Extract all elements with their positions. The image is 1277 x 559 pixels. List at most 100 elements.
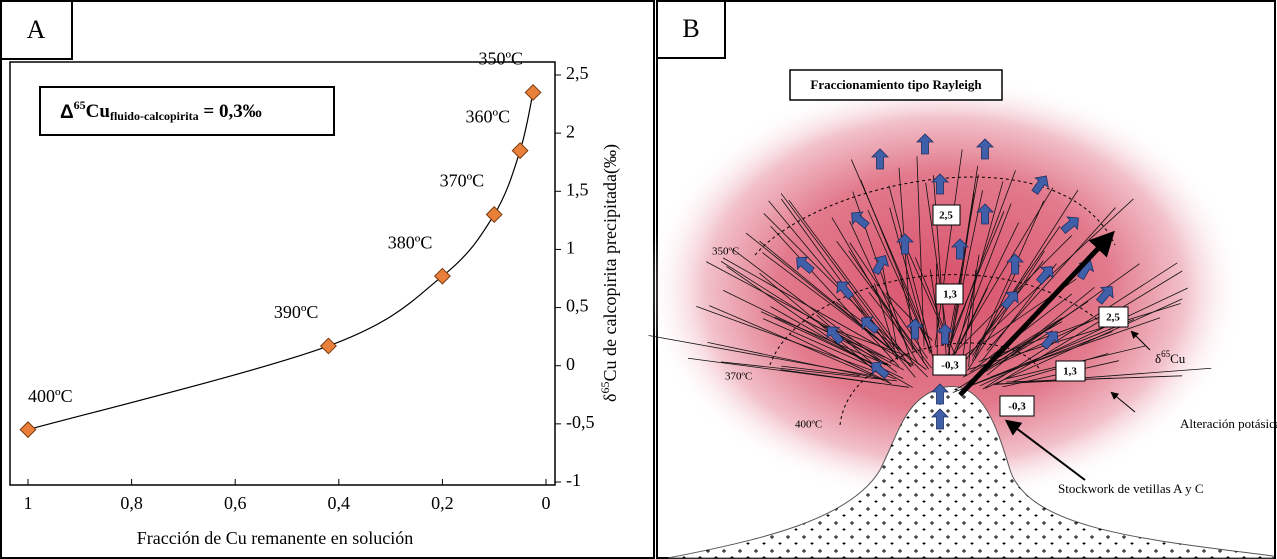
veinlet bbox=[1001, 263, 1140, 363]
flow-arrow bbox=[976, 203, 994, 225]
veinlet bbox=[648, 335, 872, 376]
point bbox=[511, 142, 529, 160]
veinlet bbox=[868, 292, 918, 354]
flow-arrow bbox=[976, 138, 994, 160]
veinlet bbox=[770, 225, 900, 367]
pointer bbox=[1110, 391, 1136, 413]
x-tick-label: 0,4 bbox=[328, 493, 351, 513]
pointer bbox=[1004, 419, 1086, 481]
point-label: 350ºC bbox=[478, 49, 523, 69]
veinlet bbox=[707, 341, 885, 381]
annotation-box bbox=[39, 86, 335, 136]
veinlet bbox=[954, 222, 1019, 355]
flow-arrow bbox=[1000, 291, 1019, 310]
veinlet bbox=[986, 286, 1095, 376]
veinlet bbox=[971, 200, 1045, 362]
point-label: 400ºC bbox=[28, 386, 73, 406]
fractionation-arrow bbox=[958, 230, 1115, 397]
veinlet bbox=[881, 261, 897, 346]
pointer bbox=[1130, 330, 1151, 351]
veinlet bbox=[936, 263, 938, 355]
flow-arrow bbox=[836, 281, 855, 300]
veinlets bbox=[648, 149, 1212, 393]
isotherm-label: 350ºC bbox=[712, 246, 739, 258]
flow-arrow bbox=[931, 408, 949, 430]
point bbox=[485, 206, 503, 224]
veinlet bbox=[888, 185, 933, 353]
veinlet bbox=[982, 262, 1178, 390]
flow-arrow bbox=[871, 254, 890, 276]
veinlet bbox=[781, 365, 860, 376]
x-tick-label: 0,2 bbox=[431, 493, 454, 513]
isotherm-370 bbox=[769, 274, 1111, 366]
stockwork-label: Stockwork de vetillas A y C bbox=[1058, 481, 1204, 496]
y-tick-label: 0 bbox=[566, 354, 575, 374]
veinlet bbox=[885, 292, 933, 341]
veinlet bbox=[799, 317, 892, 367]
veinlet bbox=[867, 209, 937, 363]
veinlet bbox=[948, 170, 1016, 351]
point bbox=[19, 421, 37, 439]
veinlet bbox=[760, 311, 888, 372]
veinlet bbox=[955, 181, 1004, 354]
plot-frame bbox=[9, 61, 556, 486]
point bbox=[524, 83, 542, 101]
value-label: -0,3 bbox=[1008, 401, 1026, 413]
x-tick-label: 0 bbox=[542, 493, 551, 513]
isotherm-400 bbox=[839, 342, 1041, 426]
veinlet bbox=[705, 261, 894, 363]
panel-a-frame bbox=[0, 0, 655, 559]
veinlet bbox=[722, 257, 914, 366]
y-tick-label: 1 bbox=[566, 238, 575, 258]
veinlet bbox=[984, 298, 1183, 389]
veinlet bbox=[848, 250, 929, 370]
curve bbox=[27, 92, 534, 431]
veinlet bbox=[970, 225, 1061, 355]
veinlet bbox=[762, 318, 893, 377]
point bbox=[319, 337, 337, 355]
veinlet bbox=[978, 198, 1134, 343]
veinlet bbox=[972, 189, 1079, 357]
y-tick-label: -0,5 bbox=[566, 412, 595, 432]
point-label: 380ºC bbox=[388, 232, 433, 252]
flow-arrow bbox=[931, 173, 949, 195]
veinlet bbox=[960, 287, 988, 344]
point bbox=[433, 267, 451, 285]
flow-arrow bbox=[1031, 175, 1049, 195]
veinlet bbox=[945, 190, 984, 366]
value-label: 1,3 bbox=[1063, 366, 1077, 378]
flow-arrow bbox=[1060, 216, 1079, 235]
title-box bbox=[789, 69, 1003, 101]
diagram-title: Fraccionamiento tipo Rayleigh bbox=[810, 77, 982, 92]
veinlet bbox=[994, 270, 1183, 386]
isotherm-label: 370ºC bbox=[725, 371, 752, 383]
point-label: 390ºC bbox=[274, 302, 319, 322]
value-label: 1,3 bbox=[943, 289, 957, 301]
panel-label: A bbox=[27, 15, 46, 44]
veinlet bbox=[934, 149, 963, 346]
veinlet bbox=[696, 305, 896, 380]
value-boxes: 2,5 1,3 -0,3 2,5 1,3 -0,3 bbox=[932, 204, 1129, 417]
value-label: 2,5 bbox=[1106, 312, 1120, 324]
veinlet bbox=[849, 220, 908, 346]
veinlet bbox=[979, 287, 1189, 387]
y-tick-label: 2 bbox=[566, 121, 575, 141]
annotation: Δ65Cufluido-calcopirita = 0,3‰ bbox=[60, 98, 262, 123]
veinlet bbox=[788, 199, 905, 354]
flow-arrow bbox=[906, 318, 924, 340]
veinlet bbox=[721, 361, 898, 382]
y-tick-label: 0,5 bbox=[566, 296, 589, 316]
point-label: 360ºC bbox=[466, 107, 511, 127]
point-label: 370ºC bbox=[440, 171, 485, 191]
flow-arrow bbox=[851, 211, 870, 230]
veinlet bbox=[948, 203, 1012, 365]
flow-arrow bbox=[861, 316, 880, 335]
flow-arrow bbox=[1035, 266, 1054, 285]
value-label: 2,5 bbox=[939, 210, 953, 222]
veinlet bbox=[836, 241, 932, 369]
veinlet bbox=[762, 252, 895, 352]
veinlet bbox=[961, 254, 980, 362]
x-tick-label: 0,6 bbox=[224, 493, 247, 513]
flow-arrow bbox=[916, 133, 934, 155]
veinlet bbox=[774, 316, 888, 366]
